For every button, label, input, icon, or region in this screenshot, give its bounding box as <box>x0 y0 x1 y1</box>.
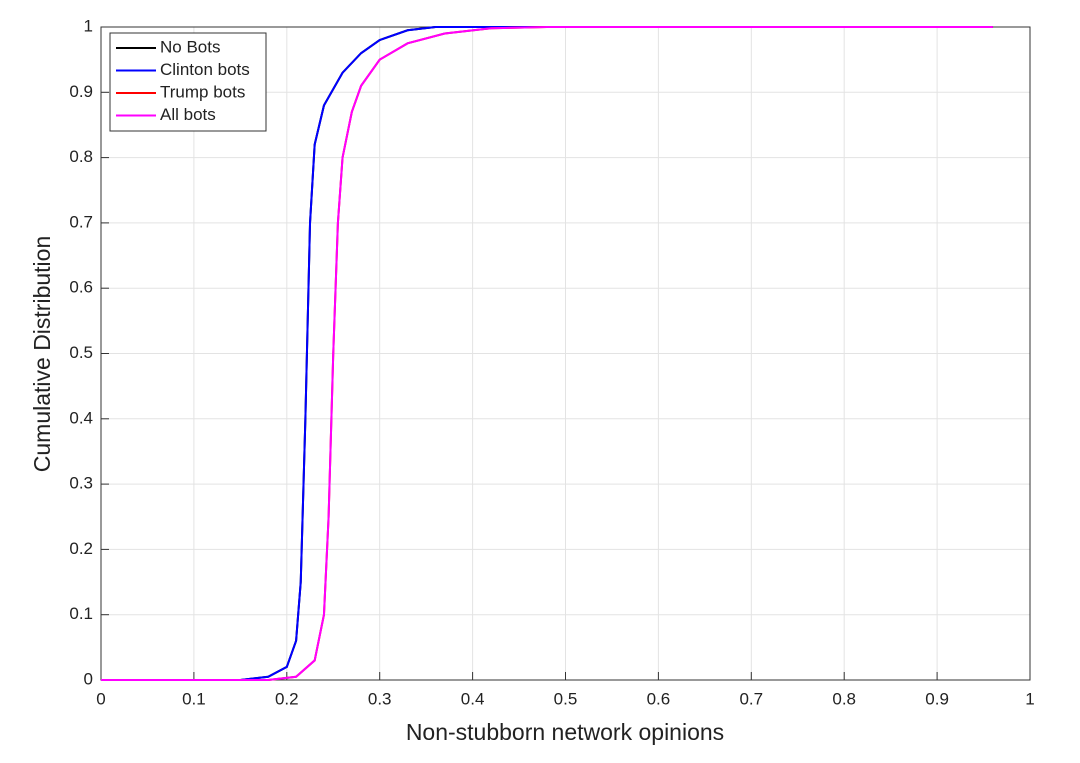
series-line <box>101 26 993 681</box>
legend-label: No Bots <box>160 37 220 56</box>
y-axis-label: Cumulative Distribution <box>29 236 55 472</box>
y-tick-label: 0.5 <box>69 343 93 362</box>
x-tick-label: 0.1 <box>182 689 206 708</box>
y-tick-label: 0 <box>84 669 93 688</box>
x-tick-label: 0.2 <box>275 689 299 708</box>
y-tick-label: 0.2 <box>69 539 93 558</box>
x-tick-label: 0.3 <box>368 689 392 708</box>
x-tick-label: 0.6 <box>647 689 671 708</box>
series-line <box>101 26 993 681</box>
legend-label: All bots <box>160 105 216 124</box>
legend-label: Clinton bots <box>160 60 250 79</box>
y-tick-label: 0.9 <box>69 82 93 101</box>
y-tick-label: 0.7 <box>69 212 93 231</box>
y-tick-label: 0.6 <box>69 278 93 297</box>
legend-label: Trump bots <box>160 82 245 101</box>
y-tick-label: 0.4 <box>69 408 93 427</box>
x-tick-label: 0.5 <box>554 689 578 708</box>
y-tick-label: 0.8 <box>69 147 93 166</box>
x-tick-label: 0.4 <box>461 689 485 708</box>
x-axis-label: Non-stubborn network opinions <box>406 719 724 745</box>
y-tick-label: 0.3 <box>69 474 93 493</box>
x-tick-label: 0.7 <box>739 689 763 708</box>
x-tick-label: 0.9 <box>925 689 949 708</box>
y-tick-label: 1 <box>84 16 93 35</box>
y-tick-label: 0.1 <box>69 604 93 623</box>
x-tick-label: 0 <box>96 689 105 708</box>
x-tick-label: 0.8 <box>832 689 856 708</box>
x-tick-label: 1 <box>1025 689 1034 708</box>
